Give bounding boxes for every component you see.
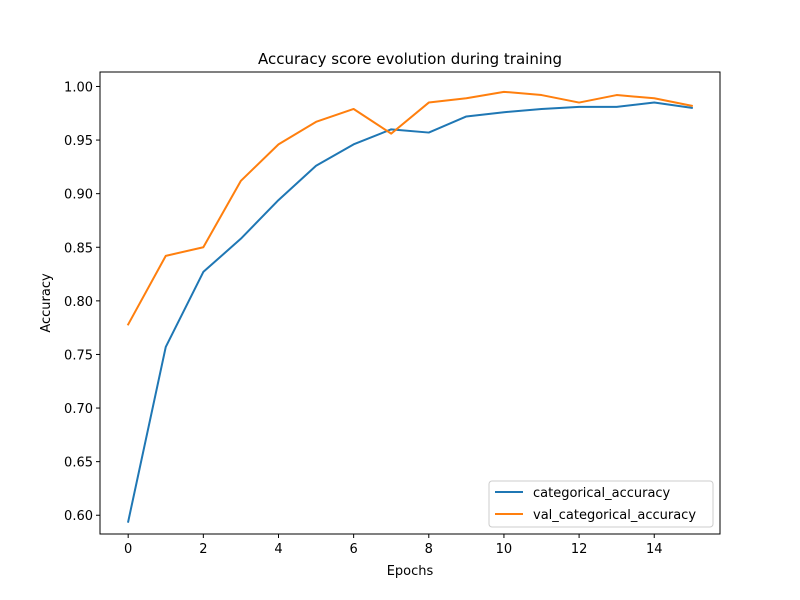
series-line-val-categorical-accuracy	[126, 90, 693, 326]
y-axis-ticks: 0.60 0.65 0.70 0.75 0.80 0.85 0.90 0.95 1.00	[64, 80, 100, 524]
y-axis-title: Accuracy	[39, 273, 54, 333]
legend-label-val-categorical-accuracy: val_categorical_accuracy	[533, 508, 696, 523]
chart-title: Accuracy score evolution during training	[258, 50, 562, 68]
y-tick-label-0-65: 0.65	[64, 456, 93, 471]
x-tick-label-10: 10	[496, 542, 513, 557]
x-tick-label-6: 6	[349, 542, 357, 557]
x-tick-label-8: 8	[425, 542, 433, 557]
x-tick-label-14: 14	[646, 542, 663, 557]
y-tick-label-0-75: 0.75	[64, 348, 93, 363]
x-axis-ticks: 0 2 4 6 8 10 12 14	[124, 534, 663, 557]
legend-box	[488, 480, 714, 528]
x-tick-label-2: 2	[199, 542, 207, 557]
x-axis-title: Epochs	[387, 564, 434, 579]
y-tick-label-0-95: 0.95	[64, 134, 93, 149]
legend: categorical_accuracy val_categorical_acc…	[488, 480, 714, 528]
y-tick-label-0-60: 0.60	[64, 509, 93, 524]
y-tick-label-1-00: 1.00	[64, 80, 93, 95]
series-line-categorical-accuracy	[126, 101, 693, 523]
x-tick-label-4: 4	[274, 542, 282, 557]
x-tick-label-0: 0	[124, 542, 132, 557]
y-tick-label-0-80: 0.80	[64, 295, 93, 310]
series-lines	[126, 90, 693, 523]
x-tick-label-12: 12	[571, 542, 588, 557]
y-tick-label-0-85: 0.85	[64, 241, 93, 256]
y-tick-label-0-90: 0.90	[64, 188, 93, 203]
legend-label-categorical-accuracy: categorical_accuracy	[533, 486, 671, 501]
y-tick-label-0-70: 0.70	[64, 402, 93, 417]
plot-frame	[99, 71, 721, 535]
